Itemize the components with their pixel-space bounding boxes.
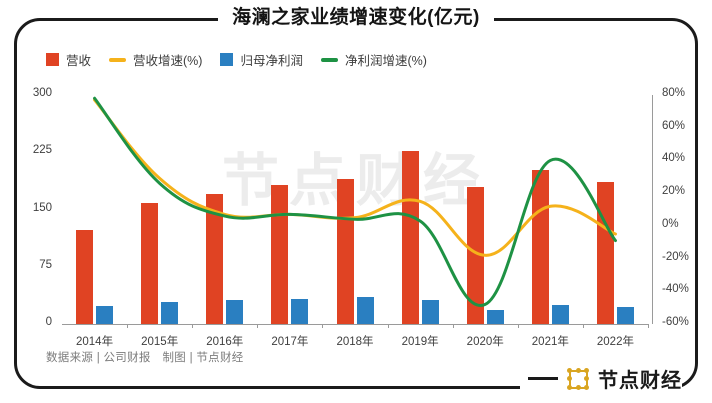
legend-label-net-profit-growth: 净利润增速(%) [344,54,427,68]
y-axis-right-tick: 60% [662,119,686,132]
y-axis-right-tick: 0% [662,217,679,230]
x-axis-tick [127,324,129,328]
bar-revenue [206,194,224,324]
y-axis-left-tick: 75 [39,258,52,271]
y-axis-left-tick: 300 [32,87,52,99]
legend-label-revenue-growth: 营收增速(%) [133,54,203,68]
legend-swatch-net-profit [220,53,234,66]
line-revenue-growth [93,98,617,257]
legend-swatch-revenue-growth [109,57,127,62]
page-title: 海澜之家业绩增速变化(亿元) [218,4,494,32]
bar-net-profit [551,304,569,324]
brand-dash-left [528,377,558,380]
chart-source-note: 数据来源 | 公司财报 制图 | 节点财经 [46,352,244,364]
bar-revenue [271,185,289,324]
bar-net-profit [226,300,244,324]
y-axis-right-tick: -60% [662,316,689,328]
legend-item-revenue-growth[interactable]: 营收增速(%) [109,50,202,69]
bar-net-profit [291,298,309,324]
legend-swatch-net-profit-growth [320,57,338,62]
y-axis-left-tick: 225 [32,144,52,157]
x-axis-tick-label: 2018年 [336,336,374,348]
brand-name: 节点财经 [598,370,682,392]
y-axis-right-tick: 20% [662,185,686,198]
x-axis-tick-label: 2017年 [271,336,309,348]
y-axis-left-tick: 150 [32,201,52,214]
bar-net-profit [161,301,179,324]
x-axis-tick-label: 2020年 [466,336,504,348]
bar-net-profit [616,307,634,324]
node-logo-icon [567,367,589,390]
chart-legend: 营收 营收增速(%) 归母净利润 净利润增速(%) [46,50,427,69]
bar-revenue [141,203,159,324]
x-axis-tick [257,324,259,328]
legend-item-net-profit[interactable]: 归母净利润 [220,50,303,69]
x-axis-line [62,324,648,325]
bar-revenue [401,151,419,324]
y-axis-right-line [652,95,653,324]
x-axis-tick-label: 2022年 [596,336,634,348]
x-axis-tick [582,324,584,328]
bar-revenue [466,186,484,324]
x-axis-tick [452,324,454,328]
x-axis-tick-label: 2015年 [141,336,179,348]
bar-net-profit [421,299,439,324]
x-axis-tick-label: 2021年 [531,336,569,348]
legend-item-net-profit-growth[interactable]: 净利润增速(%) [320,50,427,69]
y-axis-right-tick: 80% [662,87,686,99]
x-axis-tick-label: 2019年 [401,336,439,348]
y-axis-left-tick: 0 [45,316,52,328]
bar-net-profit [486,310,504,324]
x-axis-tick-label: 2014年 [76,336,114,348]
legend-swatch-revenue [46,53,59,66]
x-axis-tick [517,324,519,328]
line-net-profit-growth [93,96,617,307]
x-axis-tick [322,324,324,328]
legend-label-revenue: 营收 [66,54,92,68]
y-axis-right-tick: -40% [662,283,689,296]
bar-net-profit [356,297,374,324]
legend-item-revenue[interactable]: 营收 [46,50,91,69]
bar-revenue [336,178,354,324]
x-axis-tick-label: 2016年 [206,336,244,348]
x-axis-tick [192,324,194,328]
x-axis-tick [387,324,389,328]
legend-label-net-profit: 归母净利润 [240,54,303,68]
brand-logo: 节点财经 [520,364,682,393]
title-container: 海澜之家业绩增速变化(亿元) [0,4,712,32]
bar-revenue [76,230,94,324]
y-axis-right-tick: 40% [662,152,686,165]
x-axis-tick [648,324,649,328]
bar-net-profit [96,305,114,324]
y-axis-right-tick: -20% [662,250,689,263]
